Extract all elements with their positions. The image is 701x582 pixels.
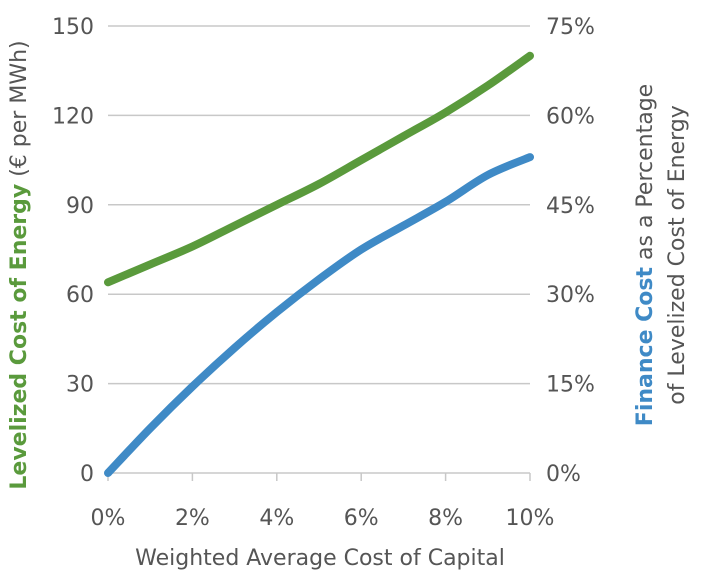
left-axis-ticks: 0 30 60 90 120 150 [52, 15, 94, 487]
x-tick-label: 4% [259, 506, 294, 531]
right-tick-label: 30% [546, 283, 595, 308]
x-tick-label: 0% [91, 506, 126, 531]
left-tick-label: 60 [66, 283, 94, 308]
right-tick-label: 45% [546, 194, 595, 219]
gridlines [107, 25, 531, 481]
series-layer [104, 51, 534, 477]
left-tick-label: 30 [66, 373, 94, 398]
x-axis-title: Weighted Average Cost of Capital [135, 546, 505, 571]
right-tick-label: 0% [546, 462, 581, 487]
x-tick-label: 6% [344, 506, 379, 531]
left-axis-title-bold: Levelized Cost of Energy [7, 184, 32, 490]
left-tick-label: 90 [66, 194, 94, 219]
right-axis-ticks: 0% 15% 30% 45% 60% 75% [546, 15, 595, 487]
left-axis-title: Levelized Cost of Energy (€ per MWh) [7, 40, 32, 489]
x-tick-label: 10% [506, 506, 555, 531]
right-tick-label: 15% [546, 373, 595, 398]
series-line-finance-cost [104, 153, 534, 477]
left-tick-label: 150 [52, 15, 94, 40]
right-tick-label: 75% [546, 15, 595, 40]
x-tick-label: 2% [175, 506, 210, 531]
right-tick-label: 60% [546, 104, 595, 129]
left-tick-label: 120 [52, 104, 94, 129]
left-axis-title-rest: (€ per MWh) [7, 40, 32, 183]
left-tick-label: 0 [80, 462, 94, 487]
series-line-levelized-cost [104, 51, 534, 287]
right-axis-title-rest: as a Percentage [633, 84, 658, 267]
right-axis-title-bold: Finance Cost [633, 266, 658, 426]
x-tick-label: 8% [428, 506, 463, 531]
right-axis-title-line2: of Levelized Cost of Energy [665, 105, 690, 405]
x-axis-ticks: 0% 2% 4% 6% 8% 10% [91, 506, 555, 531]
right-axis-title-line1: Finance Cost as a Percentage [633, 84, 658, 426]
